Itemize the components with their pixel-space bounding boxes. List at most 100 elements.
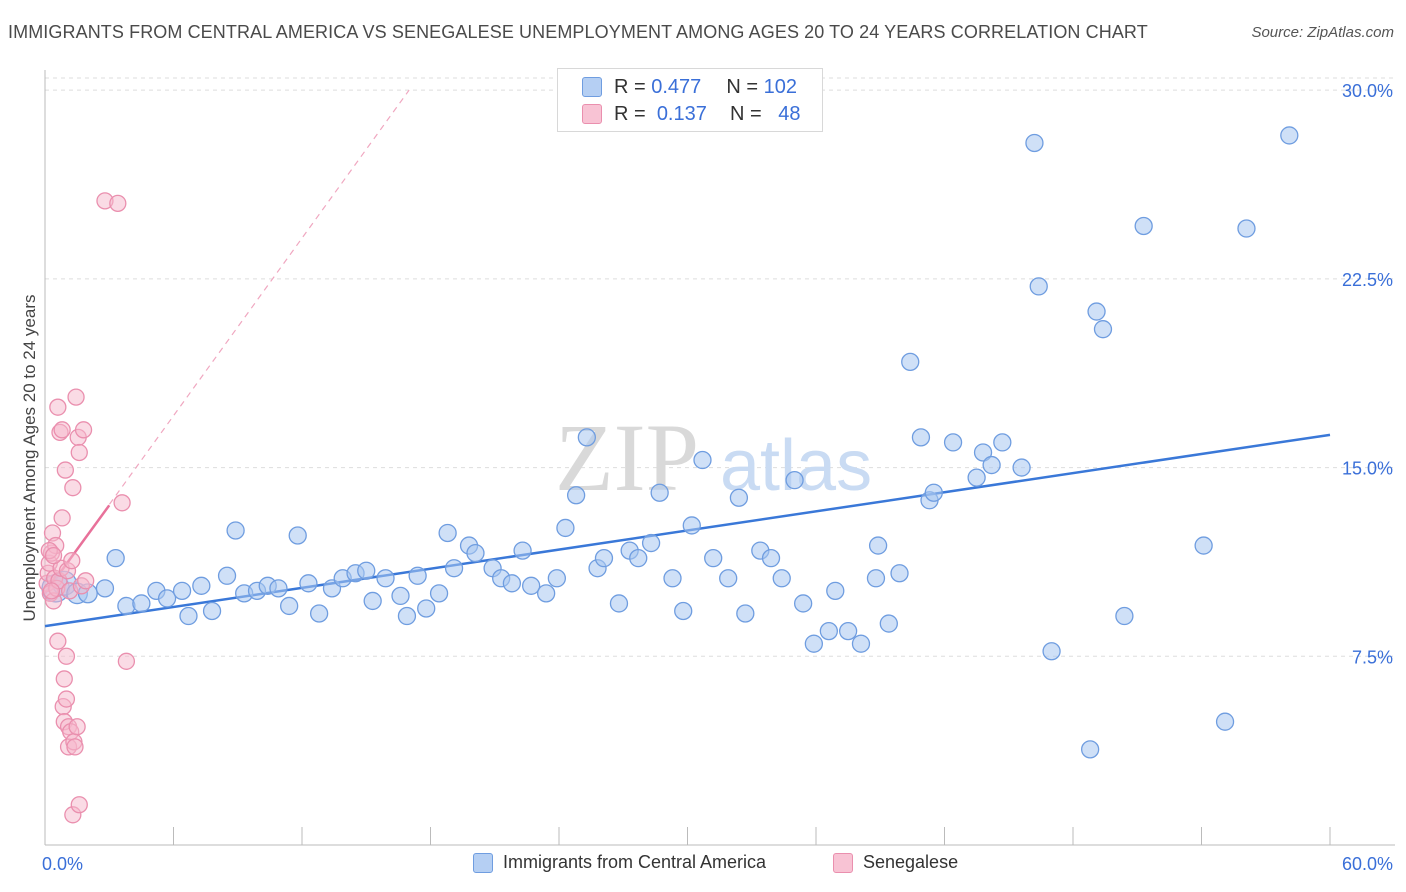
central-america-point [1012, 458, 1031, 477]
central-america-point [663, 569, 682, 588]
central-america-point [566, 486, 586, 505]
central-america-point [172, 581, 192, 601]
axes [44, 70, 1395, 846]
senegalese-point [42, 582, 61, 600]
legend-r-label: R = [614, 102, 646, 125]
y-tick-label: 22.5% [1342, 270, 1393, 290]
trend-lines [43, 89, 1331, 628]
central-america-point [866, 569, 886, 588]
central-america-point [674, 601, 693, 621]
bottom-legend-swatch-blue [473, 852, 493, 873]
central-america-point [192, 576, 211, 595]
senegalese-point [57, 647, 76, 665]
senegalese-point [53, 421, 71, 439]
legend-swatch-pink [582, 104, 602, 124]
source-label: Source: ZipAtlas.com [1251, 24, 1394, 41]
senegalese-point [49, 398, 67, 416]
central-america-point [1042, 642, 1061, 661]
central-america-point [736, 604, 755, 623]
central-america-point [641, 533, 661, 553]
x-tick-label: 0.0% [42, 854, 83, 874]
senegalese-point [63, 552, 81, 570]
central-america-point [1215, 712, 1235, 731]
central-america-point [226, 521, 245, 540]
senegalese-point [74, 421, 93, 439]
central-america-point [982, 455, 1001, 475]
central-america-point [704, 548, 723, 568]
central-america-point [1115, 606, 1134, 626]
bottom-legend-swatch-pink [833, 852, 853, 873]
central-america-point [1025, 133, 1044, 153]
central-america-point [429, 584, 449, 603]
legend-r-value: 0.477 [651, 75, 702, 98]
gridlines [45, 77, 1395, 657]
senegalese-point [64, 479, 82, 497]
senegalese-point [55, 670, 73, 688]
senegalese-point [70, 443, 88, 462]
central-america-point [547, 569, 567, 588]
central-america-point [1194, 536, 1213, 555]
y-tick-label: 15.0% [1342, 459, 1393, 479]
central-america-point [513, 541, 532, 560]
central-america-point [682, 516, 701, 535]
senegalese-point [56, 461, 74, 479]
central-america-point [157, 589, 177, 608]
senegalese-point [53, 509, 71, 527]
bottom-legend-central-america: Immigrants from Central America [473, 852, 766, 873]
central-america-point [279, 596, 299, 616]
central-america-point [629, 548, 648, 568]
central-america-point [179, 606, 198, 626]
central-america-point [1080, 740, 1100, 759]
central-america-point [502, 574, 522, 593]
central-america-point [973, 443, 993, 462]
senegalese-point [49, 632, 67, 650]
series-senegalese-points [38, 192, 136, 824]
central-america-point [1093, 320, 1113, 339]
central-america-point [522, 576, 541, 595]
central-america-point [785, 470, 804, 490]
central-america-point [838, 621, 858, 641]
central-america-point [1134, 216, 1153, 236]
central-america-point [299, 574, 318, 593]
legend-n-value: 102 [763, 75, 797, 98]
central-america-point [609, 594, 629, 613]
bottom-legend-label: Immigrants from Central America [503, 852, 767, 872]
central-america-point [967, 468, 986, 487]
central-america-point [391, 586, 410, 606]
central-america-point [288, 526, 307, 545]
central-america-point [444, 559, 464, 578]
central-america-point [438, 523, 457, 543]
central-america-point [879, 614, 898, 633]
central-america-point [911, 428, 931, 447]
central-america-point [890, 564, 909, 583]
senegalese-point [117, 652, 136, 670]
senegalese-point [57, 690, 76, 708]
central-america-point [95, 579, 115, 598]
central-america-point [269, 579, 288, 598]
legend-swatch-blue [582, 77, 602, 97]
central-america-point [650, 483, 669, 502]
central-america-point [594, 548, 614, 568]
bottom-legend-label: Senegalese [863, 852, 959, 872]
central-america-point [397, 606, 417, 626]
senegalese-point [77, 572, 95, 590]
central-america-point [924, 483, 943, 502]
central-america-point [357, 561, 376, 580]
central-america-point [309, 604, 329, 623]
legend-n-value: 48 [778, 102, 801, 125]
y-axis-label: Unemployment Among Ages 20 to 24 years [20, 295, 39, 622]
y-tick-label: 30.0% [1342, 81, 1393, 101]
central-america-point [117, 596, 136, 616]
senegalese-point [66, 738, 84, 756]
central-america-point [729, 488, 749, 507]
bottom-legend-senegalese: Senegalese [833, 852, 958, 873]
central-america-point [132, 594, 151, 613]
central-america-point [819, 621, 838, 641]
legend-row-senegalese: R = 0.137 N = 48 [582, 101, 801, 127]
central-america-point [693, 450, 712, 470]
senegalese-point [44, 546, 63, 565]
central-america-point [1280, 126, 1299, 145]
central-america-point [556, 518, 575, 538]
central-america-point [826, 581, 845, 601]
central-america-point [106, 548, 125, 568]
